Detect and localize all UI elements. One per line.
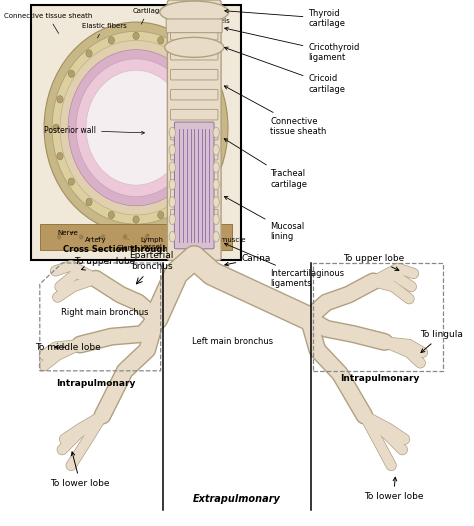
Ellipse shape bbox=[169, 127, 175, 138]
FancyBboxPatch shape bbox=[171, 189, 218, 200]
FancyBboxPatch shape bbox=[171, 149, 218, 160]
Text: Nerve: Nerve bbox=[58, 230, 79, 236]
Circle shape bbox=[86, 50, 92, 57]
Text: Right main bronchus: Right main bronchus bbox=[61, 308, 148, 317]
Text: Extrapulmonary: Extrapulmonary bbox=[193, 494, 281, 504]
Text: Carina: Carina bbox=[225, 254, 271, 266]
Ellipse shape bbox=[169, 231, 175, 242]
Text: Esophageal muscle: Esophageal muscle bbox=[178, 237, 246, 244]
Circle shape bbox=[123, 234, 128, 239]
Ellipse shape bbox=[68, 49, 204, 206]
Circle shape bbox=[145, 234, 149, 239]
Text: Intrapulmonary: Intrapulmonary bbox=[56, 379, 136, 389]
Text: Lymph
vessel: Lymph vessel bbox=[140, 235, 164, 250]
Circle shape bbox=[108, 211, 114, 219]
Text: Mucosal
lining: Mucosal lining bbox=[224, 196, 305, 241]
Circle shape bbox=[209, 153, 215, 160]
Ellipse shape bbox=[60, 41, 212, 215]
Circle shape bbox=[189, 234, 193, 239]
Ellipse shape bbox=[169, 162, 175, 173]
Ellipse shape bbox=[213, 145, 219, 155]
FancyBboxPatch shape bbox=[171, 109, 218, 120]
FancyBboxPatch shape bbox=[174, 122, 214, 249]
Ellipse shape bbox=[213, 214, 219, 225]
Ellipse shape bbox=[213, 197, 219, 207]
FancyBboxPatch shape bbox=[171, 129, 218, 140]
Circle shape bbox=[133, 216, 139, 223]
Circle shape bbox=[79, 234, 83, 239]
Circle shape bbox=[157, 37, 164, 44]
Ellipse shape bbox=[213, 179, 219, 190]
FancyBboxPatch shape bbox=[167, 0, 221, 260]
FancyBboxPatch shape bbox=[166, 19, 222, 33]
Ellipse shape bbox=[169, 214, 175, 225]
Circle shape bbox=[180, 50, 186, 57]
Circle shape bbox=[57, 234, 62, 239]
Text: Lymph vessels: Lymph vessels bbox=[179, 18, 229, 33]
Circle shape bbox=[53, 124, 59, 132]
Ellipse shape bbox=[44, 22, 228, 234]
Text: Connective tissue sheath: Connective tissue sheath bbox=[4, 13, 92, 34]
Text: Gland: Gland bbox=[116, 239, 137, 251]
FancyBboxPatch shape bbox=[31, 5, 241, 260]
Text: Elastic fibers: Elastic fibers bbox=[82, 23, 127, 38]
Ellipse shape bbox=[86, 70, 186, 185]
Circle shape bbox=[57, 96, 63, 103]
Circle shape bbox=[101, 234, 105, 239]
Text: To upper lobe: To upper lobe bbox=[343, 254, 404, 270]
Circle shape bbox=[180, 198, 186, 206]
Circle shape bbox=[167, 234, 171, 239]
Text: To upper lobe: To upper lobe bbox=[74, 257, 135, 270]
Text: Intrapulmonary: Intrapulmonary bbox=[340, 374, 419, 383]
FancyBboxPatch shape bbox=[171, 89, 218, 100]
Circle shape bbox=[210, 234, 215, 239]
Ellipse shape bbox=[213, 162, 219, 173]
Text: Trachealis
muscle: Trachealis muscle bbox=[166, 230, 201, 243]
Text: Thyroid
cartilage: Thyroid cartilage bbox=[225, 9, 346, 28]
Circle shape bbox=[68, 70, 74, 77]
FancyBboxPatch shape bbox=[171, 169, 218, 180]
Text: Left main bronchus: Left main bronchus bbox=[191, 337, 273, 346]
Circle shape bbox=[198, 70, 204, 77]
Ellipse shape bbox=[76, 59, 196, 197]
Circle shape bbox=[68, 178, 74, 185]
Circle shape bbox=[86, 198, 92, 206]
Circle shape bbox=[209, 96, 215, 103]
Text: Posterior wall: Posterior wall bbox=[44, 126, 145, 135]
Ellipse shape bbox=[169, 179, 175, 190]
FancyBboxPatch shape bbox=[171, 209, 218, 220]
Ellipse shape bbox=[164, 37, 224, 57]
Text: Cricothyroid
ligament: Cricothyroid ligament bbox=[225, 27, 360, 62]
Text: Cricoid
cartilage: Cricoid cartilage bbox=[225, 47, 346, 94]
Text: Connective
tissue sheath: Connective tissue sheath bbox=[224, 86, 327, 136]
Text: Cartilage: Cartilage bbox=[132, 8, 164, 24]
Ellipse shape bbox=[213, 231, 219, 242]
Text: Intercartilaginous
ligaments: Intercartilaginous ligaments bbox=[225, 243, 345, 288]
Text: Eparterial
bronchus: Eparterial bronchus bbox=[129, 251, 174, 271]
Circle shape bbox=[57, 153, 63, 160]
Circle shape bbox=[213, 124, 219, 132]
Ellipse shape bbox=[169, 197, 175, 207]
FancyBboxPatch shape bbox=[40, 224, 232, 250]
Text: To lower lobe: To lower lobe bbox=[50, 452, 110, 488]
Text: To middle lobe: To middle lobe bbox=[35, 342, 101, 352]
Ellipse shape bbox=[52, 31, 220, 224]
Circle shape bbox=[198, 178, 204, 185]
Circle shape bbox=[157, 211, 164, 219]
Ellipse shape bbox=[169, 145, 175, 155]
Text: To lingula: To lingula bbox=[420, 330, 463, 352]
Text: Tracheal
cartilage: Tracheal cartilage bbox=[224, 139, 307, 188]
FancyBboxPatch shape bbox=[171, 49, 218, 60]
Text: Cross Section through Trachea: Cross Section through Trachea bbox=[64, 245, 209, 254]
Circle shape bbox=[108, 37, 114, 44]
FancyBboxPatch shape bbox=[171, 29, 218, 40]
FancyBboxPatch shape bbox=[171, 69, 218, 80]
Ellipse shape bbox=[213, 127, 219, 138]
Text: Artery: Artery bbox=[85, 237, 107, 244]
Ellipse shape bbox=[160, 1, 228, 23]
Circle shape bbox=[133, 32, 139, 39]
Text: To lower lobe: To lower lobe bbox=[364, 477, 423, 501]
